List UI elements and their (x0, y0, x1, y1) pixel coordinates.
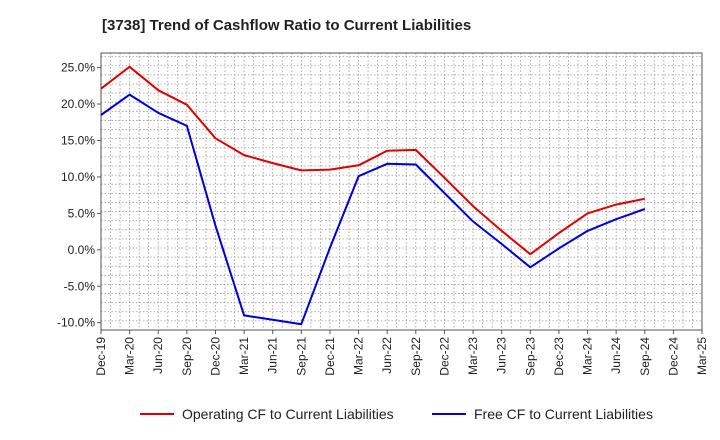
y-tick-label: -10.0% (57, 316, 95, 330)
series-line-1 (100, 65, 645, 256)
y-tick-label: 0.0% (68, 243, 96, 257)
x-tick-label: Mar-23 (466, 337, 480, 375)
x-tick-label: Dec-23 (552, 337, 566, 376)
chart-title: [3738] Trend of Cashflow Ratio to Curren… (102, 17, 471, 34)
legend: Operating CF to Current Liabilities Free … (140, 406, 653, 422)
x-tick-label: Jun-21 (266, 337, 280, 374)
x-tick-label: Sep-20 (180, 337, 194, 376)
x-tick-label: Dec-21 (323, 337, 337, 376)
y-axis-ticks: -10.0% -5.0% 0.0% 5.0% 10.0% 15.0% 20.0% 25.0% (57, 61, 101, 330)
series-line-2 (100, 93, 646, 326)
x-grid (100, 53, 703, 330)
x-tick-label: Sep-24 (638, 337, 652, 376)
x-tick-label: Dec-19 (94, 337, 108, 376)
x-tick-label: Jun-20 (151, 337, 165, 374)
x-tick-label: Mar-22 (352, 337, 366, 375)
y-tick-label: -5.0% (64, 279, 96, 293)
y-grid (101, 56, 702, 322)
x-tick-label: Mar-20 (123, 337, 137, 375)
y-tick-label: 25.0% (61, 61, 95, 75)
x-tick-label: Sep-23 (523, 337, 537, 376)
x-tick-label: Sep-22 (409, 337, 423, 376)
plot-border (100, 52, 703, 331)
y-tick-label: 10.0% (61, 170, 95, 184)
legend-label: Operating CF to Current Liabilities (182, 406, 394, 422)
x-tick-label: Sep-21 (294, 337, 308, 376)
x-tick-label: Dec-22 (437, 337, 451, 376)
y-tick-label: 15.0% (61, 133, 95, 147)
x-tick-label: Jun-23 (495, 337, 509, 374)
legend-label: Free CF to Current Liabilities (474, 406, 653, 422)
x-tick-label: Mar-21 (237, 337, 251, 375)
x-tick-label: Dec-24 (666, 337, 680, 376)
x-axis-ticks: Dec-19 Mar-20 Jun-20 Sep-20 Dec-20 Mar-21 Jun-… (94, 330, 709, 376)
y-tick-label: 5.0% (68, 206, 96, 220)
series-lines (100, 65, 646, 326)
x-tick-label: Mar-25 (695, 337, 709, 375)
x-tick-label: Jun-24 (609, 337, 623, 374)
x-tick-label: Mar-24 (581, 337, 595, 375)
x-tick-label: Jun-22 (380, 337, 394, 374)
y-tick-label: 20.0% (61, 97, 95, 111)
x-tick-label: Dec-20 (208, 337, 222, 376)
plot-area (101, 53, 702, 330)
